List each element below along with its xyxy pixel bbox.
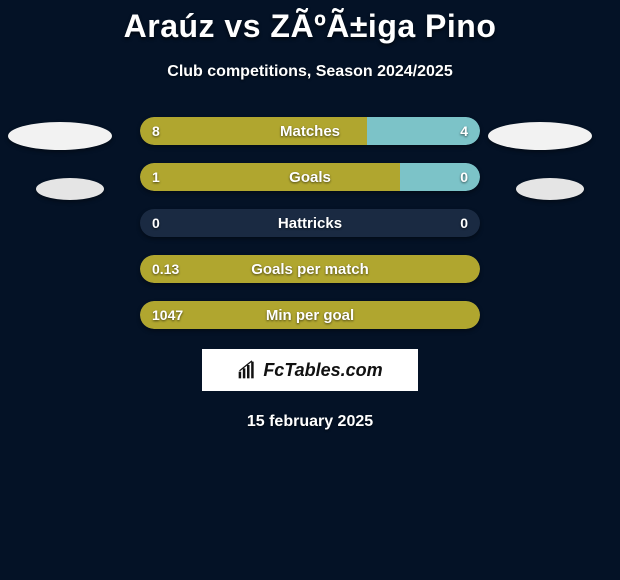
stat-value-right: 0 (460, 209, 468, 237)
stat-bar-left (140, 301, 480, 329)
stat-bar-left (140, 255, 480, 283)
page-subtitle: Club competitions, Season 2024/2025 (0, 63, 620, 81)
stat-bar-right (400, 163, 480, 191)
stat-bar: Hattricks0 0 (140, 209, 480, 237)
decorative-oval (516, 178, 584, 200)
stat-bar-right (367, 117, 480, 145)
stat-bar: Min per goal1047 (140, 301, 480, 329)
decorative-oval (8, 122, 112, 150)
stat-bar: Goals per match0.13 (140, 255, 480, 283)
stat-label: Hattricks (140, 209, 480, 237)
stat-row: Goals per match0.13 (0, 255, 620, 283)
stat-bar-left (140, 117, 367, 145)
stat-value-left: 0 (152, 209, 160, 237)
stat-bar: Matches84 (140, 117, 480, 145)
stat-bar: Goals10 (140, 163, 480, 191)
decorative-oval (36, 178, 104, 200)
decorative-oval (488, 122, 592, 150)
source-badge: FcTables.com (202, 349, 418, 391)
date-label: 15 february 2025 (0, 413, 620, 431)
page-title: Araúz vs ZÃºÃ±iga Pino (0, 0, 620, 45)
stat-row: Min per goal1047 (0, 301, 620, 329)
stat-bar-left (140, 163, 400, 191)
barchart-icon (237, 360, 257, 380)
source-badge-text: FcTables.com (263, 360, 382, 381)
stat-row: Hattricks0 0 (0, 209, 620, 237)
